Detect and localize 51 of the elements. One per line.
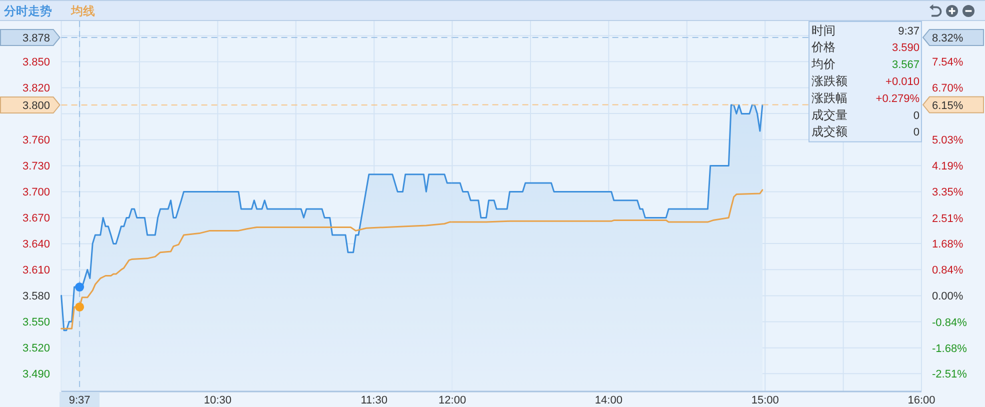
y2-tick-label: 0.00% (932, 290, 964, 303)
y-tick-label: 3.850 (22, 56, 50, 69)
x-tick-label: 15:00 (751, 394, 779, 406)
y-tick-label: 3.490 (22, 368, 50, 381)
annotation: 均价 (810, 57, 836, 72)
y-tick-label: 3.700 (22, 186, 50, 199)
annotation: 3.590 (892, 42, 920, 54)
annotation: 0 (913, 110, 920, 122)
legend: 均线 (71, 4, 95, 18)
annotation: 涨跌幅 (812, 90, 848, 105)
y2-tick-label: 7.54% (932, 56, 964, 69)
y2-tick-label: -1.68% (932, 342, 968, 355)
x-tick-label: 11:30 (360, 394, 388, 406)
y-tick-label: 3.550 (22, 316, 50, 329)
x-tick-label: 14:00 (594, 394, 622, 406)
y2-tick-label: 5.03% (932, 134, 964, 147)
annotation: 0 (913, 126, 920, 139)
y-tick-label: 3.820 (22, 82, 50, 95)
annotation: 成交额 (812, 124, 848, 139)
y-tick-label: 3.580 (22, 290, 50, 303)
annotation: +0.279% (876, 92, 920, 105)
annotation: 9:37 (898, 25, 920, 38)
x-tick-label: 10:30 (204, 394, 232, 406)
y2-tick-label: -2.51% (932, 368, 968, 381)
x-tick-label: 16:00 (908, 394, 936, 406)
y2-tick-label: 0.84% (932, 264, 964, 277)
y2-tick-label: 3.35% (932, 186, 964, 199)
annotation: 价格 (810, 40, 836, 54)
annotation: 成交量 (812, 108, 848, 122)
y2-tick-label: -0.84% (932, 316, 968, 329)
y-tick-label: 3.640 (22, 238, 50, 251)
y2-tick-label: 4.19% (932, 160, 964, 173)
annotation: +0.010 (886, 76, 920, 88)
ref-line-label: 6.15% (932, 100, 964, 112)
legend: 分时走势 (4, 4, 52, 18)
ref-line-label: 3.800 (22, 100, 50, 112)
y-tick-label: 3.610 (22, 264, 50, 277)
y-tick-label: 3.520 (22, 342, 50, 355)
annotation: 涨跌额 (812, 74, 848, 88)
x-tick-label: 9:37 (68, 394, 90, 406)
ref-line-label: 3.878 (22, 32, 50, 44)
annotation: 时间 (812, 23, 836, 38)
ref-line-label: 8.32% (932, 32, 964, 44)
y-tick-label: 3.670 (22, 212, 50, 225)
y2-tick-label: 6.70% (932, 82, 964, 95)
y2-tick-label: 2.51% (932, 212, 964, 225)
annotation: 3.567 (892, 59, 920, 72)
y-tick-label: 3.730 (22, 160, 50, 173)
x-tick-label: 12:00 (438, 394, 466, 406)
y2-tick-label: 1.68% (932, 238, 964, 251)
y-tick-label: 3.760 (22, 134, 50, 147)
